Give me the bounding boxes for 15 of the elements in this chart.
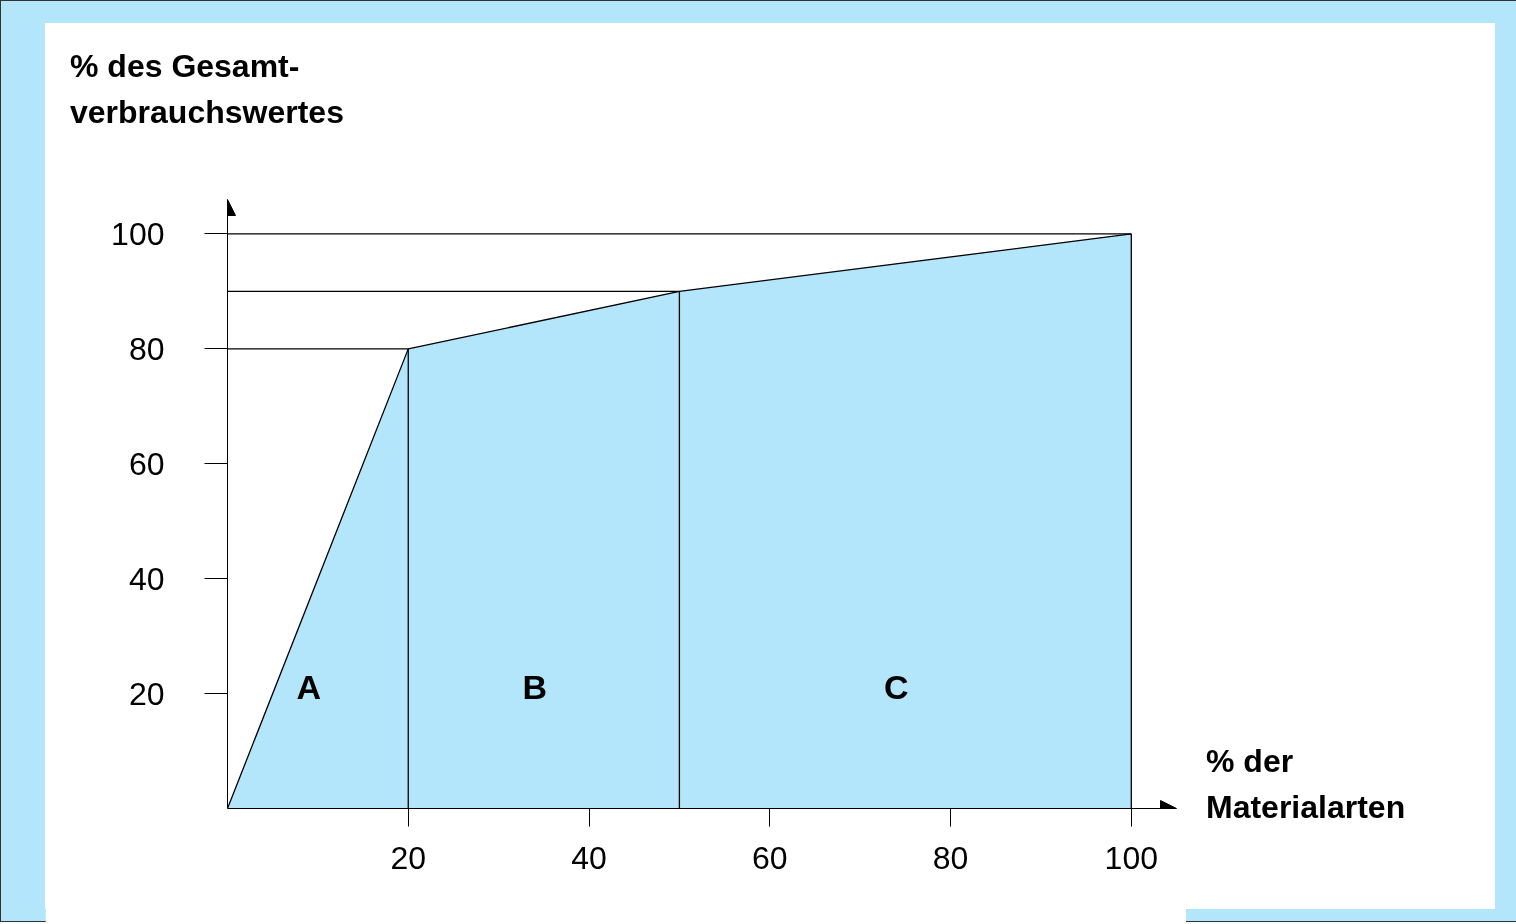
y-tick-label: 80 <box>128 330 165 367</box>
annotation: C <box>884 667 909 706</box>
y-axis-title: % des Gesamt- verbrauchswertes <box>70 47 344 133</box>
x-tick-label: 100 <box>1104 839 1158 876</box>
annotation: B <box>522 667 548 706</box>
x-tick-label: 40 <box>571 839 607 876</box>
y-tick-label: 60 <box>128 445 165 482</box>
annotation: A <box>296 667 322 706</box>
y-tick-label: 40 <box>128 560 165 597</box>
x-tick-label: 60 <box>751 839 788 876</box>
x-axis-title: % der Materialarten <box>1206 742 1406 828</box>
y-tick-label: 20 <box>128 675 165 712</box>
y-tick-label: 100 <box>111 215 165 252</box>
x-tick-label: 20 <box>390 839 427 876</box>
x-tick-label: 80 <box>932 839 969 876</box>
